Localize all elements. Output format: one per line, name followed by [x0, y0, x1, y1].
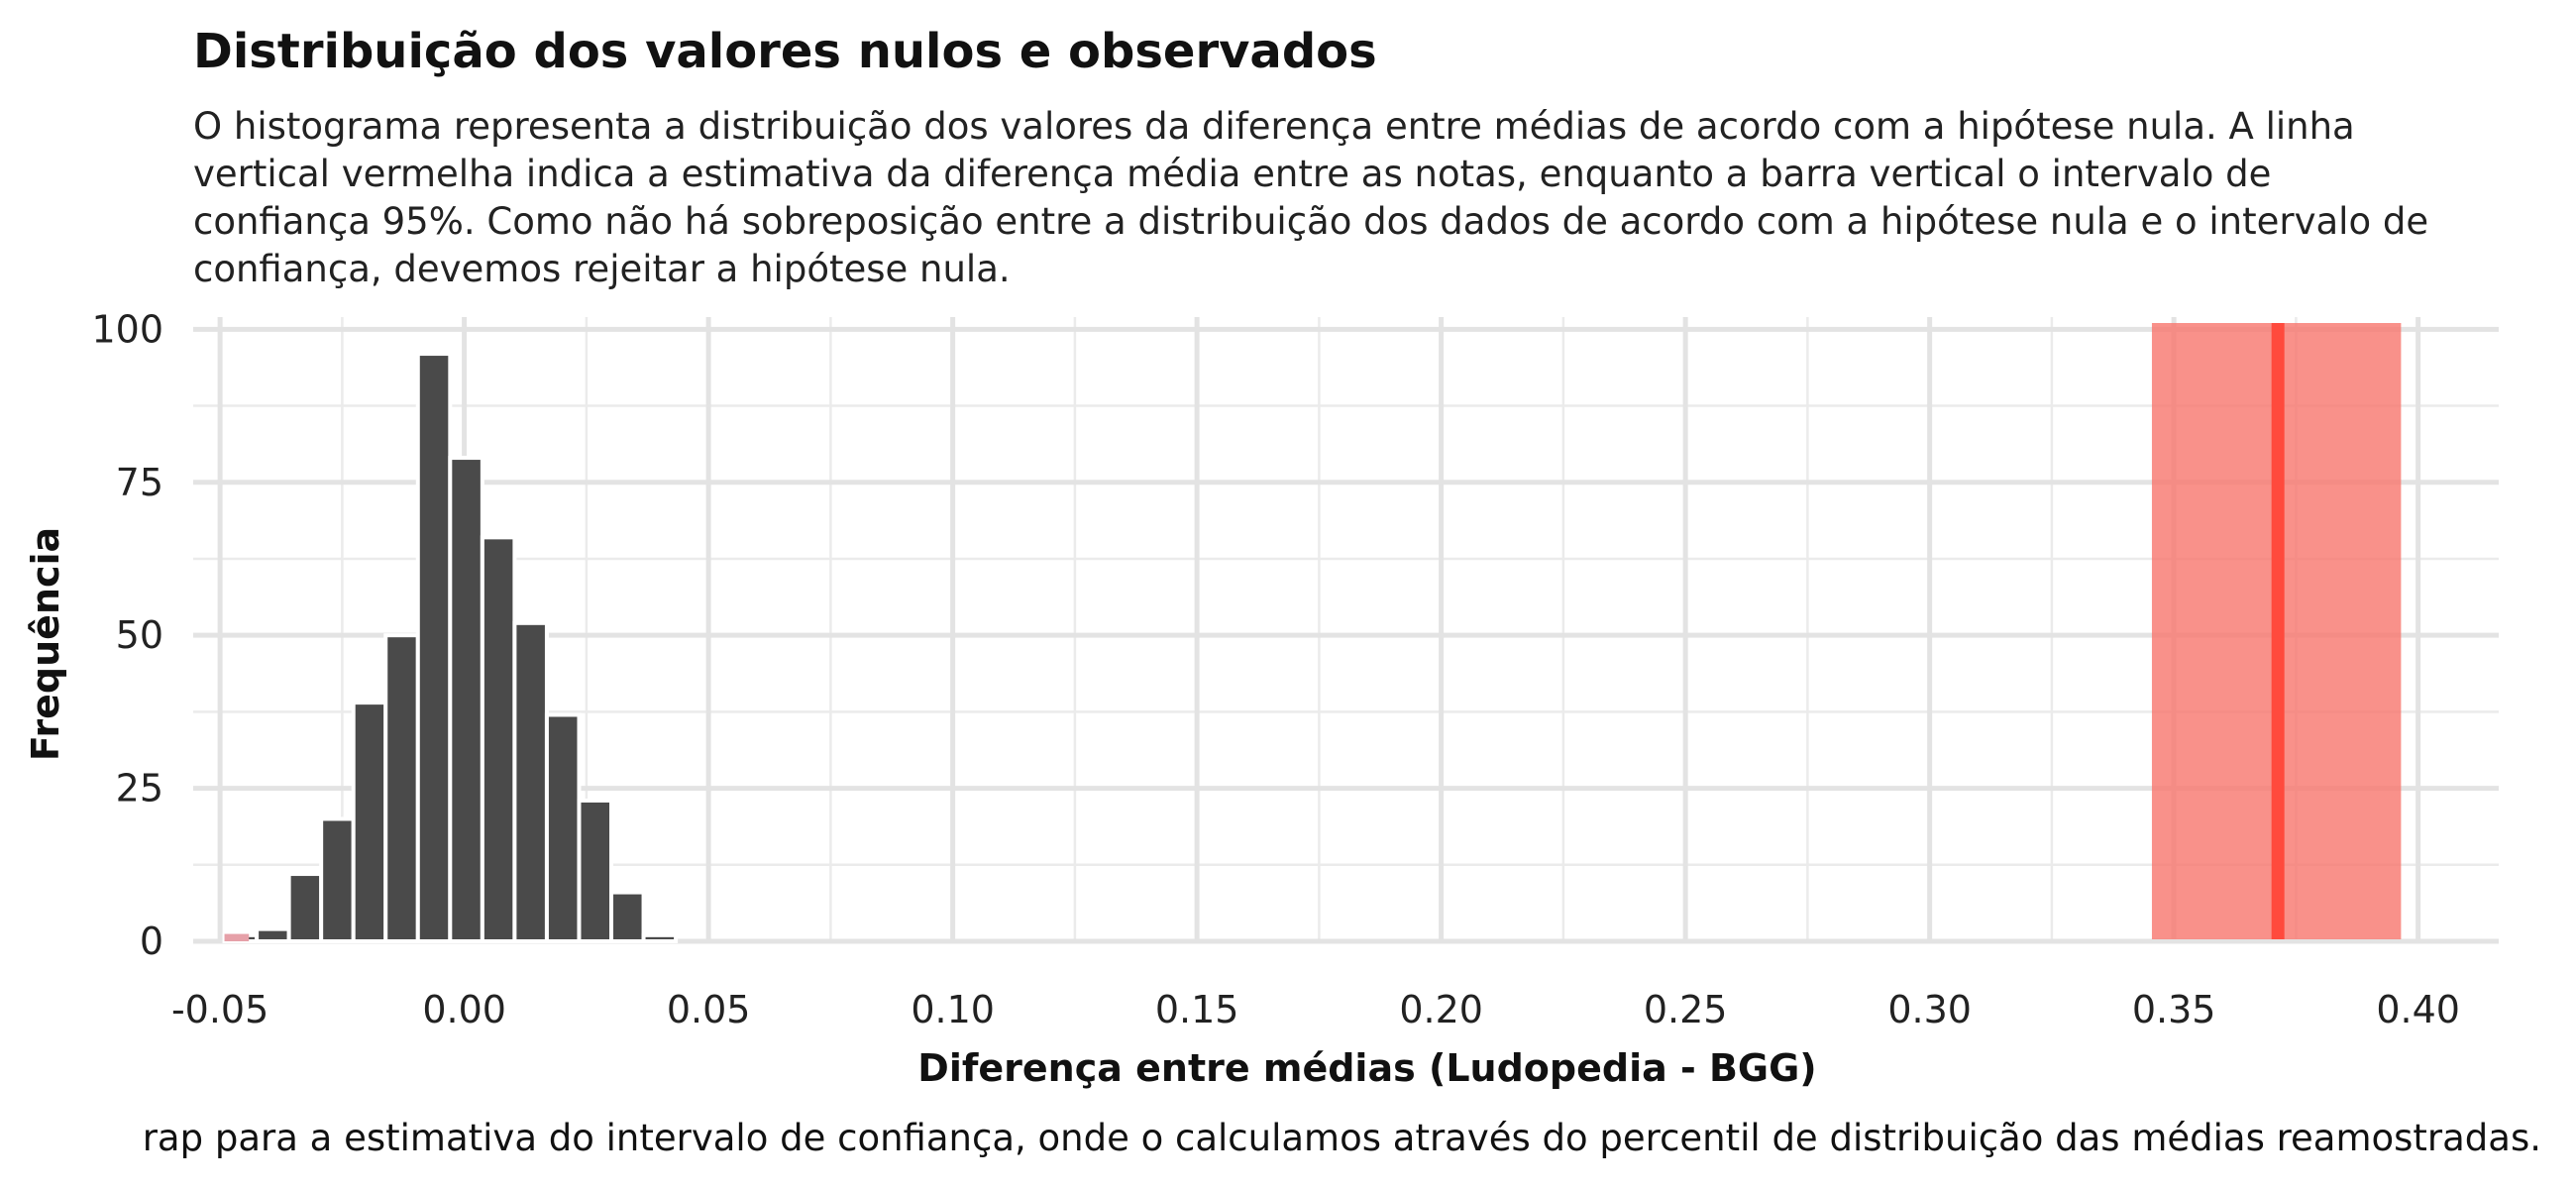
histogram-bars — [222, 352, 679, 944]
subtitle-line-3: confiança 95%. Como não há sobreposição … — [193, 200, 2428, 243]
histogram-bar — [286, 872, 324, 944]
chart-title: Distribuição dos valores nulos e observa… — [193, 24, 1377, 79]
x-tick-label: 0.25 — [1644, 988, 1728, 1031]
y-tick-label: 75 — [116, 461, 163, 504]
confidence-annotations — [224, 323, 2402, 941]
histogram-bar — [351, 701, 388, 944]
subtitle-line-2: vertical vermelha indica a estimativa da… — [193, 153, 2271, 195]
x-tick-label: 0.30 — [1887, 988, 1972, 1031]
x-tick-label: 0.35 — [2132, 988, 2216, 1031]
x-tick-label: 0.05 — [667, 988, 751, 1031]
histogram-bar — [415, 352, 453, 943]
highlight-bin — [224, 933, 250, 941]
grid-minor — [193, 317, 2499, 941]
histogram-bar — [512, 620, 549, 944]
y-tick-label: 25 — [116, 767, 163, 811]
y-tick-label: 50 — [116, 613, 163, 657]
x-tick-label: -0.05 — [171, 988, 268, 1031]
x-axis-title: Diferença entre médias (Ludopedia - BGG) — [917, 1046, 1816, 1090]
subtitle-line-1: O histograma representa a distribuição d… — [193, 105, 2355, 148]
histogram-bar — [480, 535, 517, 944]
chart-subtitle: O histograma representa a distribuição d… — [193, 105, 2428, 290]
histogram-bar — [255, 926, 291, 943]
y-tick-label: 100 — [91, 307, 163, 351]
x-tick-label: 0.15 — [1155, 988, 1239, 1031]
histogram-bar — [577, 798, 614, 943]
subtitle-line-4: confiança, devemos rejeitar a hipótese n… — [193, 248, 1011, 290]
y-tick-label: 0 — [140, 919, 163, 963]
chart-caption: rap para a estimativa do intervalo de co… — [143, 1117, 2541, 1159]
y-axis-title: Frequência — [24, 527, 67, 761]
y-axis-ticks: 0 25 50 75 100 — [91, 307, 163, 963]
histogram-bar — [609, 890, 646, 944]
x-tick-label: 0.00 — [422, 988, 506, 1031]
x-tick-label: 0.40 — [2376, 988, 2460, 1031]
histogram-bar — [319, 816, 356, 943]
x-tick-label: 0.20 — [1399, 988, 1483, 1031]
histogram-bar — [448, 456, 484, 943]
histogram-bar — [544, 712, 582, 943]
x-axis-ticks: -0.05 0.00 0.05 0.10 0.15 0.20 0.25 0.30 0.35 0.4… — [171, 988, 2460, 1031]
histogram-bar — [383, 633, 420, 943]
histogram-bar — [641, 932, 679, 944]
x-tick-label: 0.10 — [911, 988, 995, 1031]
